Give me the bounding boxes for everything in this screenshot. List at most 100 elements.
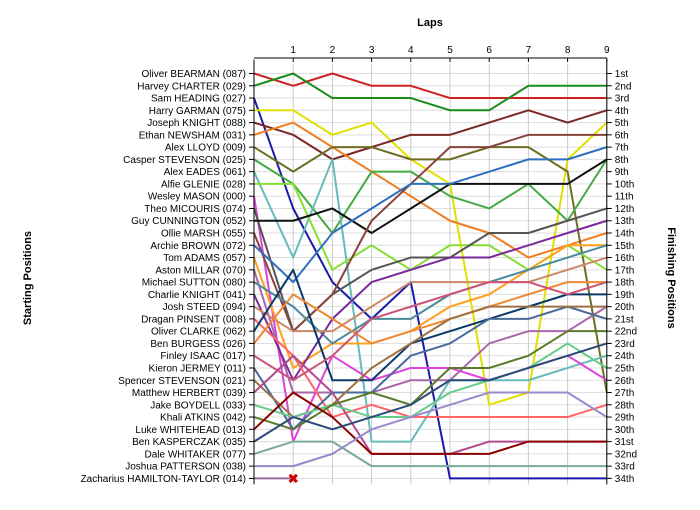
- finishing-position-label: 17th: [615, 265, 634, 276]
- finishing-position-label: 27th: [615, 388, 634, 399]
- series-line: [253, 318, 608, 419]
- lap-tick-label: 3: [369, 45, 375, 56]
- series-line: [253, 219, 608, 382]
- series-line: [253, 268, 607, 382]
- starting-position-label: Casper STEVENSON (025): [123, 155, 246, 166]
- starting-position-label: Alfie GLENIE (028): [161, 179, 246, 190]
- starting-position-label: Aston MILLAR (070): [155, 265, 246, 276]
- finishing-position-label: 1st: [615, 69, 629, 80]
- lap-tick-label: 7: [526, 45, 532, 56]
- series-line: [253, 440, 607, 468]
- finishing-position-label: 10th: [615, 179, 634, 190]
- finishing-position-label: 33rd: [615, 462, 635, 473]
- finishing-position-label: 6th: [615, 130, 629, 141]
- starting-position-label: Ethan NEWSHAM (031): [139, 130, 246, 141]
- chart-title: Laps: [417, 17, 443, 29]
- series-line: [253, 330, 607, 431]
- finishing-position-label: 14th: [615, 229, 634, 240]
- finishing-position-label: 22nd: [615, 327, 637, 338]
- starting-position-label: Wesley MASON (000): [148, 192, 246, 203]
- series-line: [253, 72, 607, 100]
- starting-position-label: Matthew HERBERT (039): [132, 388, 246, 399]
- series-line: [253, 342, 608, 443]
- starting-position-label: Oliver CLARKE (062): [151, 327, 246, 338]
- finishing-position-label: 5th: [615, 118, 629, 129]
- series-line: [253, 256, 608, 333]
- finishing-position-label: 3rd: [615, 94, 629, 105]
- finishing-position-label: 11th: [615, 192, 634, 203]
- starting-position-label: Charlie KNIGHT (041): [148, 290, 246, 301]
- series-line: [254, 158, 608, 235]
- finishing-position-label: 28th: [615, 400, 634, 411]
- starting-position-label: Harry GARMAN (075): [149, 106, 246, 117]
- finishing-position-label: 30th: [615, 425, 634, 436]
- starting-position-label: Oliver BEARMAN (087): [142, 69, 246, 80]
- series-line: [253, 342, 608, 419]
- lap-tick-label: 2: [330, 45, 336, 56]
- lap-tick-label: 8: [565, 45, 571, 56]
- finishing-position-label: 15th: [615, 241, 634, 252]
- starting-position-labels: Oliver BEARMAN (087)Harvey CHARTER (029)…: [81, 69, 246, 485]
- finishing-position-label: 32nd: [615, 449, 637, 460]
- lap-tick-label: 5: [447, 45, 453, 56]
- lap-tick-label: 4: [408, 45, 414, 56]
- finishing-position-label: 24th: [615, 351, 634, 362]
- series-line: [253, 133, 607, 333]
- starting-position-label: Alex EADES (061): [164, 167, 246, 178]
- starting-position-label: Ben KASPERCZAK (035): [132, 437, 246, 448]
- finishing-position-labels: 1st2nd3rd4th5th6th7th8th9th10th11th12th1…: [615, 69, 637, 485]
- starting-position-label: Sam HEADING (027): [151, 94, 246, 105]
- finishing-position-label: 26th: [615, 376, 634, 387]
- finishing-position-label: 2nd: [615, 81, 632, 92]
- starting-position-label: Ben BURGESS (026): [150, 339, 246, 350]
- axes: [249, 57, 612, 485]
- finishing-position-label: 13th: [615, 216, 634, 227]
- starting-position-label: Guy CUNNINGTON (052): [131, 216, 246, 227]
- finishing-position-label: 19th: [615, 290, 634, 301]
- lap-tick-labels: 1 2 3 4 5 6 7 8 9: [290, 45, 610, 56]
- starting-position-label: Luke WHITEHEAD (013): [135, 425, 246, 436]
- starting-position-label: Michael SUTTON (080): [142, 278, 246, 289]
- lap-tick-label: 9: [604, 45, 610, 56]
- starting-position-label: Tom ADAMS (057): [163, 253, 246, 264]
- starting-position-label: Jake BOYDELL (033): [150, 400, 246, 411]
- starting-position-label: Theo MICOURIS (074): [144, 204, 246, 215]
- finishing-position-label: 29th: [615, 413, 634, 424]
- lap-tick-label: 6: [486, 45, 492, 56]
- finishing-position-label: 34th: [615, 474, 634, 485]
- finishing-position-label: 8th: [615, 155, 629, 166]
- starting-position-label: Alex LLOYD (009): [165, 143, 246, 154]
- starting-position-label: Harvey CHARTER (029): [137, 81, 246, 92]
- starting-position-label: Ollie MARSH (055): [161, 229, 246, 240]
- starting-position-label: Spencer STEVENSON (021): [118, 376, 246, 387]
- series-line: [253, 244, 607, 369]
- finishing-position-label: 9th: [615, 167, 629, 178]
- y-axis-label-right: Finishing Positions: [665, 227, 677, 328]
- series-line: [253, 391, 607, 455]
- starting-position-label: Kieron JERMEY (011): [149, 363, 246, 374]
- finishing-position-label: 25th: [615, 363, 634, 374]
- starting-position-label: Khali ATKINS (042): [160, 413, 246, 424]
- starting-position-label: Joshua PATTERSON (038): [125, 462, 246, 473]
- series-line: [253, 146, 608, 284]
- starting-position-label: Josh STEED (094): [163, 302, 246, 313]
- series-line: [254, 391, 608, 468]
- starting-position-label: Dale WHITAKER (077): [144, 449, 246, 460]
- series-line: [253, 121, 608, 259]
- starting-position-label: Dragan PINSENT (008): [141, 314, 246, 325]
- finishing-position-label: 20th: [615, 302, 634, 313]
- series-line: [253, 109, 608, 161]
- series-line: [253, 72, 607, 112]
- finishing-position-label: 31st: [615, 437, 634, 448]
- finishing-position-label: 12th: [615, 204, 634, 215]
- finishing-position-label: 21st: [615, 314, 634, 325]
- series-lines: ✖: [253, 72, 608, 487]
- finishing-position-label: 7th: [615, 143, 629, 154]
- starting-position-label: Archie BROWN (072): [150, 241, 246, 252]
- finishing-position-label: 16th: [615, 253, 634, 264]
- finishing-position-label: 18th: [615, 278, 634, 289]
- starting-position-label: Joseph KNIGHT (088): [147, 118, 246, 129]
- y-axis-label-left: Starting Positions: [22, 231, 34, 325]
- retired-marker: ✖: [287, 471, 299, 487]
